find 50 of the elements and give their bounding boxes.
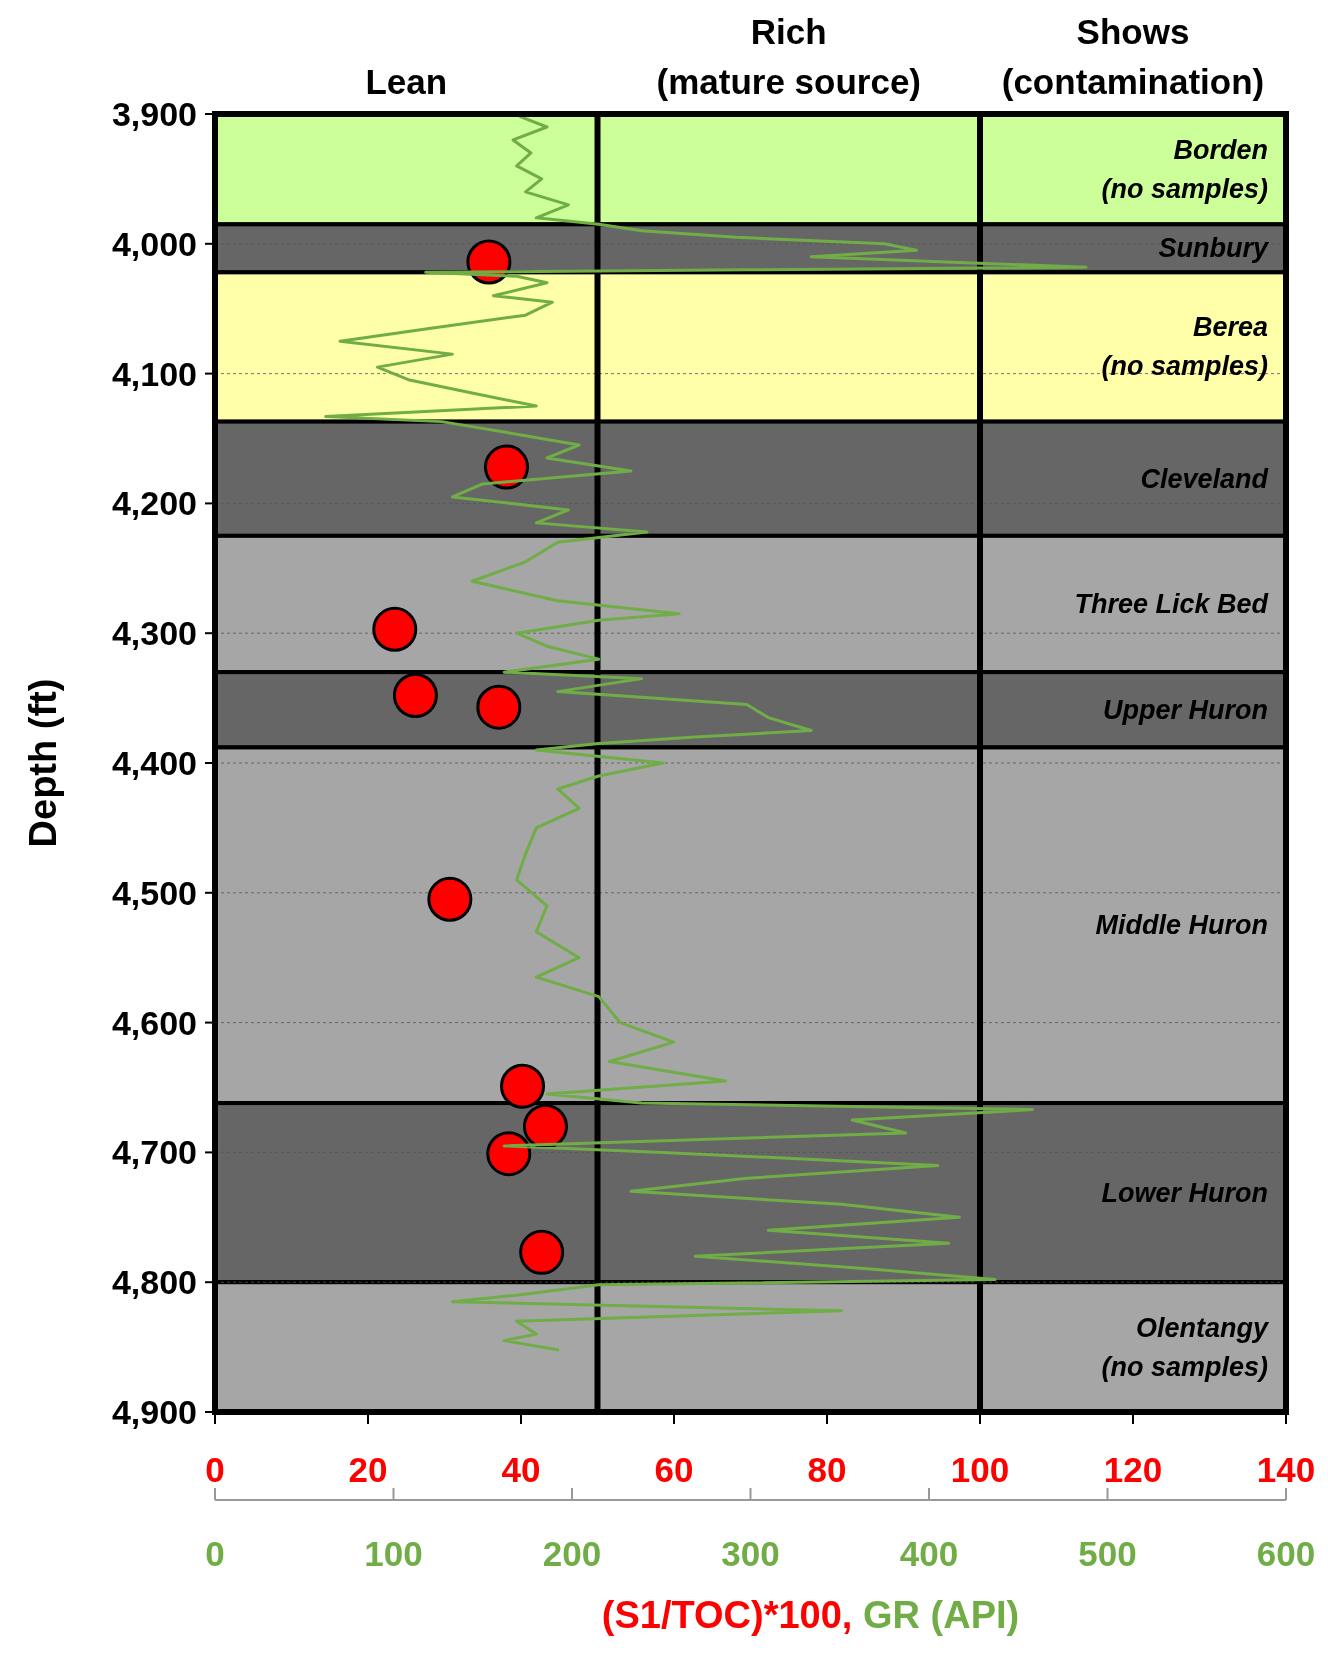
y-tick-label: 4,500 [111,873,197,912]
y-tick-label: 4,200 [111,484,197,523]
y-tick-label: 4,300 [111,614,197,653]
y-tick-label: 4,900 [111,1393,197,1431]
point [486,1131,532,1177]
x-tick-label: 60 [654,1450,694,1489]
band-label: Olentangy (no samples) [1101,1312,1270,1382]
x2-tick-label: 0 [205,1534,225,1573]
point [392,673,438,718]
annotation: Rich (mature source) [656,12,922,101]
band-label: Cleveland [1140,463,1269,494]
x-tick-label: 0 [205,1450,225,1489]
x2-tick-label: 300 [721,1534,780,1573]
band-label: Berea (no samples) [1101,312,1268,382]
annotation: Shows (contamination) [1001,12,1265,101]
x2-tick-label: 500 [1078,1534,1137,1573]
point [476,684,522,730]
x-tick-label: 80 [807,1450,847,1489]
band-label: Sunbury [1158,233,1270,264]
point [522,1103,568,1149]
x-tick-label: 20 [348,1450,388,1489]
point [500,1063,546,1109]
x2-tick-label: 600 [1256,1534,1316,1573]
point [427,876,473,922]
x2-tick-label: 200 [542,1534,602,1573]
x2-axis-title: GR (API) [852,1594,1020,1636]
y-tick-label: 3,900 [111,95,197,133]
x-tick-label: 140 [1256,1450,1316,1489]
y-tick-label: 4,700 [111,1133,197,1172]
band-label: Middle Huron [1095,910,1268,941]
band-label: Lower Huron [1101,1177,1268,1208]
y-tick-label: 4,800 [111,1263,197,1302]
x-tick-label: 40 [501,1450,541,1489]
x2-tick-label: 400 [899,1534,959,1573]
x-tick-label: 100 [950,1450,1010,1489]
y-tick-label: 4,600 [111,1003,197,1042]
annotation: Lean [365,62,448,101]
point [372,606,418,652]
band-label: Upper Huron [1103,694,1268,725]
x-tick-label: 120 [1103,1450,1163,1489]
y-tick-label: 4,400 [111,744,197,782]
band-label: Three Lick Bed [1074,588,1269,619]
point [519,1229,565,1275]
y-tick-label: 4,100 [111,354,197,393]
y-tick-label: 4,000 [111,224,197,263]
point [483,444,529,490]
x2-tick-label: 100 [364,1534,423,1573]
band-label: Borden (no samples) [1101,134,1268,204]
y-axis-title: Depth (ft) [22,678,64,848]
x-axis-title: (S1/TOC)*100, [601,1594,853,1636]
